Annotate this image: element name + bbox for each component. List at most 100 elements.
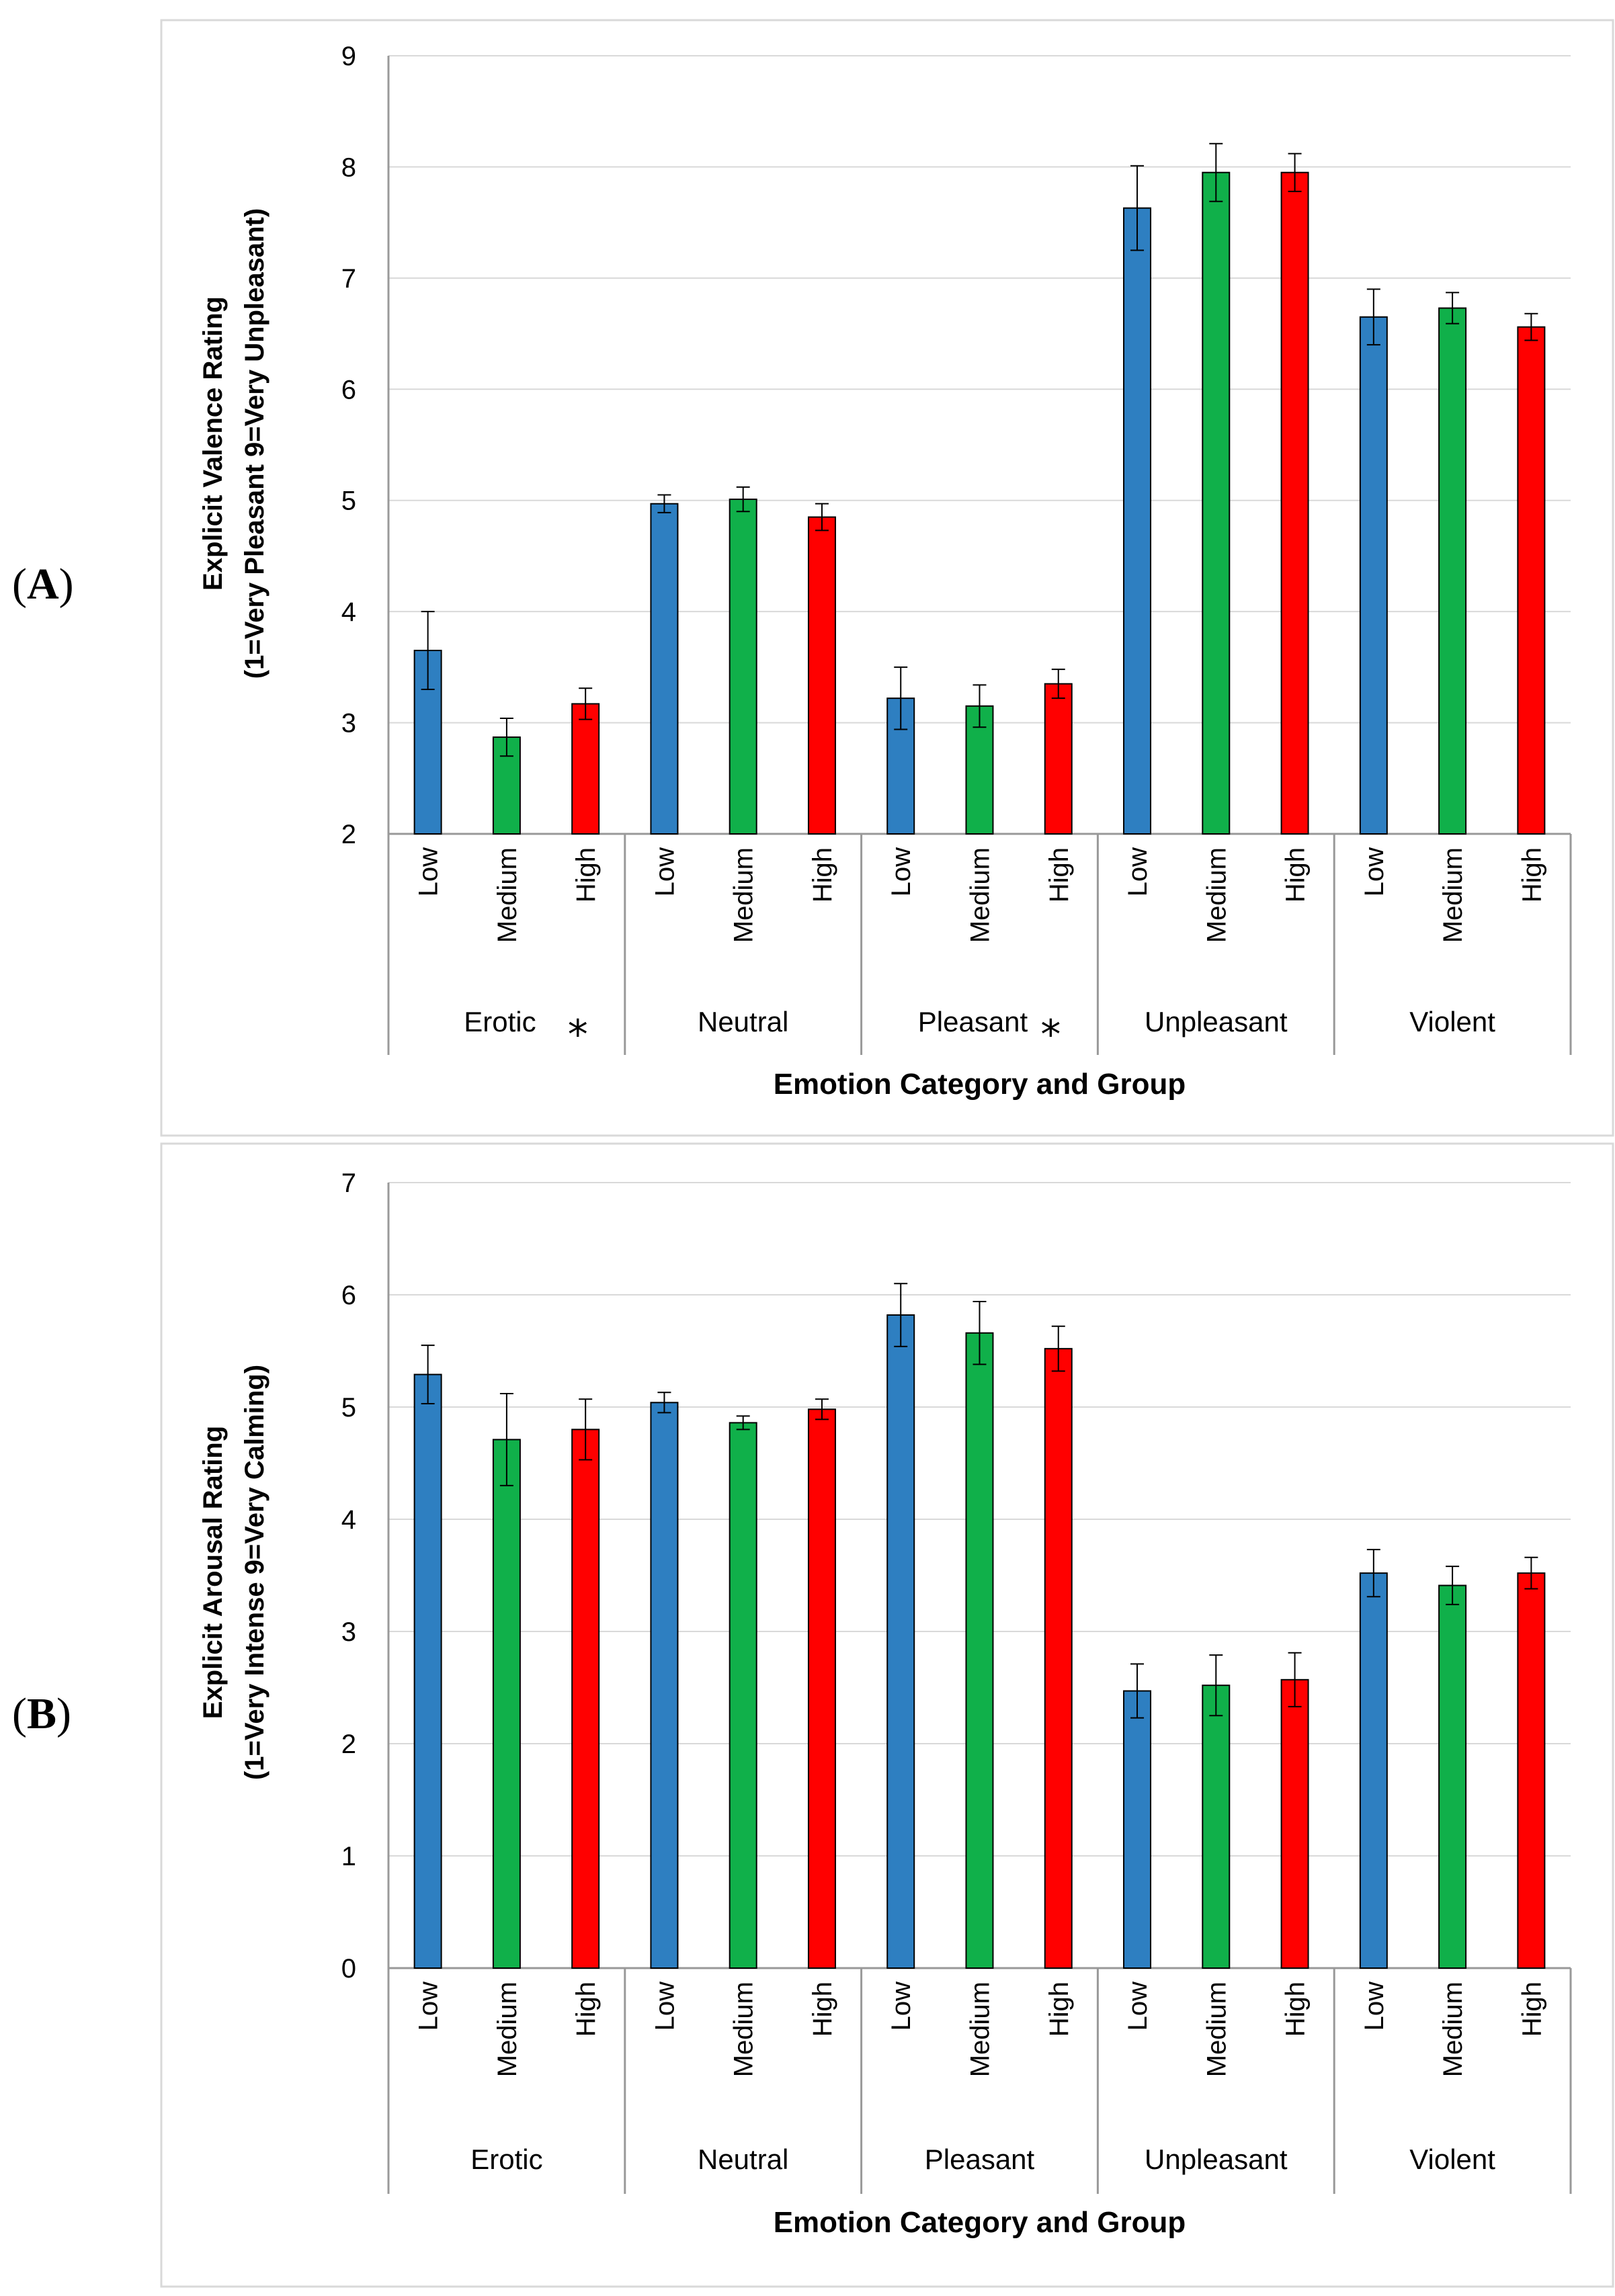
x-tick-label: High	[1281, 847, 1311, 902]
category-label: Violent	[1409, 1006, 1495, 1037]
y-axis-title-line1: Explicit Arousal Rating	[198, 1426, 228, 1719]
y-tick-label: 4	[341, 1505, 356, 1535]
bar-high	[807, 516, 836, 835]
chart-arousal: 0 1 2 3 4 5 6 7 Erotic Low Medium High Neutral Low Med…	[160, 1142, 1614, 2288]
x-tick-label: Low	[1123, 847, 1153, 896]
x-tick-label: Medium	[966, 1982, 995, 2077]
y-tick-label: 8	[341, 153, 356, 182]
bar-medium	[729, 1422, 757, 1969]
bar-low	[1123, 207, 1152, 835]
x-tick-label: Medium	[729, 1982, 759, 2077]
y-axis-title-line1: Explicit Valence Rating	[198, 296, 228, 591]
bar-low	[650, 1402, 679, 1969]
category-label: Violent	[1409, 2143, 1495, 2175]
x-tick-label: Low	[650, 1982, 679, 2031]
y-tick-label: 3	[341, 709, 356, 738]
x-tick-label: Low	[1360, 847, 1389, 896]
y-tick-label: 2	[341, 820, 356, 849]
x-tick-label: Low	[886, 1982, 916, 2031]
chart-frame	[160, 19, 1614, 1137]
x-tick-label: Medium	[1438, 1982, 1468, 2077]
x-tick-label: Low	[650, 847, 679, 896]
bar-high	[571, 1429, 600, 1969]
panel-label-b-letter: B	[26, 1689, 57, 1738]
bar-high	[1517, 1572, 1546, 1969]
category-label: Pleasant	[918, 1006, 1028, 1037]
panel-label-a-letter: A	[26, 560, 59, 609]
x-tick-label: Medium	[493, 847, 522, 943]
bar-high	[1044, 683, 1073, 835]
x-tick-label: High	[1517, 847, 1546, 902]
x-tick-label: High	[1517, 1982, 1546, 2037]
x-tick-label: Low	[414, 1982, 444, 2031]
category-label: Neutral	[698, 1006, 788, 1037]
bar-low	[1359, 316, 1388, 835]
bar-medium	[1438, 1584, 1467, 1969]
category-label: Unpleasant	[1145, 1006, 1288, 1037]
y-tick-label: 4	[341, 597, 356, 627]
y-tick-label: 2	[341, 1730, 356, 1759]
x-tick-label: High	[571, 1982, 601, 2037]
x-tick-label: Medium	[729, 847, 759, 943]
category-label: Erotic	[470, 2143, 542, 2175]
bar-medium	[1202, 1685, 1231, 1969]
x-axis-title: Emotion Category and Group	[774, 1068, 1186, 1101]
category-label: Neutral	[698, 2143, 788, 2175]
bar-low	[886, 1314, 915, 1969]
chart-frame	[160, 1142, 1614, 2288]
bar-low	[1359, 1572, 1388, 1969]
chart-valence: 2 3 4 5 6 7 8 9 Erotic * Low Medium High Neutral Low Me…	[160, 19, 1614, 1137]
x-tick-label: High	[1044, 1982, 1074, 2037]
bar-medium	[1438, 307, 1467, 835]
panel-label-b-close: )	[56, 1689, 71, 1738]
panel-label-a-close: )	[58, 560, 74, 609]
bar-medium	[492, 1439, 521, 1969]
y-tick-label: 7	[341, 1168, 356, 1198]
y-tick-label: 6	[341, 1281, 356, 1310]
x-axis-title: Emotion Category and Group	[774, 2206, 1186, 2239]
y-tick-label: 6	[341, 375, 356, 405]
bar-medium	[1202, 171, 1231, 835]
bar-high	[807, 1408, 836, 1969]
bar-low	[413, 1373, 442, 1969]
bar-medium	[965, 1332, 994, 1969]
y-tick-label: 9	[341, 42, 356, 71]
x-tick-label: High	[808, 847, 837, 902]
category-label: Unpleasant	[1145, 2143, 1288, 2175]
bar-high	[1280, 1678, 1309, 1969]
y-tick-label: 5	[341, 1393, 356, 1422]
x-tick-label: Low	[414, 847, 444, 896]
bar-low	[1123, 1690, 1152, 1969]
x-tick-label: Low	[886, 847, 916, 896]
significance-mark: *	[1040, 1011, 1061, 1058]
category-label: Erotic	[464, 1006, 536, 1037]
bar-high	[571, 703, 600, 835]
x-tick-label: Medium	[1202, 1982, 1231, 2077]
bar-high	[1280, 171, 1309, 835]
x-tick-label: Low	[1360, 1982, 1389, 2031]
x-tick-label: High	[1281, 1982, 1311, 2037]
bar-high	[1044, 1348, 1073, 1969]
panel-label-b: (B)	[12, 1689, 106, 1740]
x-tick-label: Low	[1123, 1982, 1153, 2031]
x-tick-label: Medium	[493, 1982, 522, 2077]
y-axis-title-line2: (1=Very Intense 9=Very Calming)	[240, 1365, 270, 1780]
y-tick-label: 3	[341, 1617, 356, 1647]
x-tick-label: Medium	[966, 847, 995, 943]
x-tick-label: High	[571, 847, 601, 902]
bar-medium	[729, 499, 757, 835]
bar-high	[1517, 326, 1546, 835]
y-tick-label: 0	[341, 1954, 356, 1984]
y-tick-label: 7	[341, 264, 356, 294]
x-tick-label: High	[1044, 847, 1074, 902]
panel-label-b-open: (	[12, 1689, 27, 1738]
x-tick-label: Medium	[1438, 847, 1468, 943]
panel-label-a: (A)	[12, 559, 106, 610]
x-tick-label: High	[808, 1982, 837, 2037]
category-label: Pleasant	[925, 2143, 1035, 2175]
y-tick-label: 5	[341, 486, 356, 516]
significance-mark: *	[568, 1011, 588, 1058]
y-axis-title-line2: (1=Very Pleasant 9=Very Unpleasant)	[240, 208, 270, 679]
panel-label-a-open: (	[12, 560, 27, 609]
